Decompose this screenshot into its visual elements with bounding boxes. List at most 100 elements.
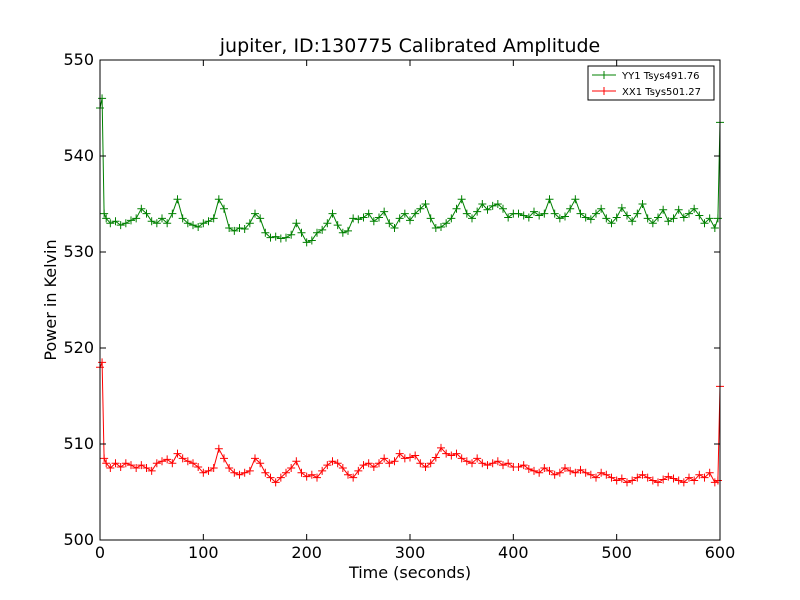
x-tick-label: 0: [95, 543, 105, 562]
data-point: [437, 443, 445, 452]
data-point: [385, 219, 394, 228]
data-point: [204, 466, 213, 475]
data-point: [116, 463, 125, 472]
data-point: [338, 464, 347, 472]
data-point: [592, 209, 600, 218]
data-point: [225, 464, 234, 472]
data-point: [251, 209, 259, 218]
data-point: [452, 204, 461, 213]
data-point: [163, 219, 172, 228]
data-point: [411, 451, 420, 460]
data-point: [685, 209, 693, 218]
data-point: [168, 209, 177, 218]
data-point: [225, 224, 234, 232]
data-point: [447, 451, 456, 460]
data-point: [550, 470, 559, 479]
data-point: [561, 464, 569, 472]
x-axis-label: Time (seconds): [348, 563, 471, 582]
data-point: [240, 468, 249, 477]
data-point: [713, 214, 722, 223]
data-point: [183, 457, 192, 466]
series-layer: [96, 94, 724, 487]
data-point: [679, 478, 688, 487]
data-point: [700, 473, 709, 482]
data-point: [524, 464, 533, 473]
data-point: [519, 461, 528, 470]
data-point: [152, 459, 161, 468]
data-point: [158, 457, 166, 466]
data-point: [628, 217, 637, 226]
data-point: [158, 214, 166, 223]
data-point: [194, 463, 203, 472]
data-point: [354, 215, 363, 224]
data-point: [540, 209, 549, 218]
data-point: [431, 453, 440, 462]
data-point: [674, 205, 683, 214]
data-point: [209, 214, 218, 223]
data-point: [581, 213, 590, 222]
data-point: [648, 476, 657, 485]
legend-label: XX1 Tsys501.27: [622, 87, 701, 98]
y-tick-label: 540: [63, 146, 94, 165]
data-point: [323, 219, 332, 228]
data-point: [282, 468, 290, 477]
data-point: [168, 459, 177, 468]
data-point: [302, 238, 311, 247]
data-point: [421, 200, 430, 208]
data-point: [406, 216, 414, 225]
data-point: [344, 470, 352, 479]
data-point: [276, 234, 285, 243]
data-point: [100, 209, 109, 218]
data-point: [287, 230, 296, 239]
data-point: [364, 459, 373, 468]
legend-box: [587, 65, 715, 101]
data-point: [302, 472, 311, 481]
data-point: [121, 219, 130, 228]
data-point: [447, 214, 456, 223]
data-point: [266, 473, 275, 482]
data-point: [452, 449, 461, 458]
data-point: [385, 459, 394, 468]
data-point: [581, 468, 590, 477]
data-point: [426, 459, 435, 468]
data-point: [251, 454, 259, 463]
data-point: [535, 468, 544, 477]
data-point: [566, 466, 575, 475]
data-point: [612, 213, 621, 222]
data-point: [468, 459, 476, 468]
data-point: [623, 478, 631, 487]
data-point: [369, 463, 378, 472]
data-point: [199, 468, 208, 477]
data-point: [437, 223, 445, 232]
x-tick-label: 500: [601, 543, 632, 562]
data-point: [664, 217, 673, 226]
data-point: [597, 204, 606, 213]
data-point: [530, 207, 538, 216]
data-point: [695, 211, 704, 220]
data-point: [664, 472, 673, 481]
data-point: [307, 470, 316, 479]
data-point: [142, 464, 151, 472]
data-point: [98, 94, 107, 103]
y-tick-label: 550: [63, 50, 94, 69]
data-point: [617, 474, 626, 483]
data-point: [220, 454, 228, 463]
data-point: [307, 236, 316, 245]
data-point: [147, 466, 156, 475]
data-point: [442, 219, 451, 228]
data-point: [189, 459, 197, 468]
data-point: [106, 219, 115, 228]
data-point: [504, 459, 513, 468]
data-point: [98, 358, 107, 367]
data-point: [390, 224, 399, 232]
data-point: [230, 226, 239, 235]
data-point: [214, 195, 223, 204]
data-point: [713, 476, 722, 485]
data-point: [204, 217, 213, 226]
data-point: [132, 214, 141, 223]
data-point: [261, 468, 270, 477]
data-point: [276, 473, 285, 482]
data-point: [292, 457, 301, 466]
data-point: [592, 473, 600, 482]
